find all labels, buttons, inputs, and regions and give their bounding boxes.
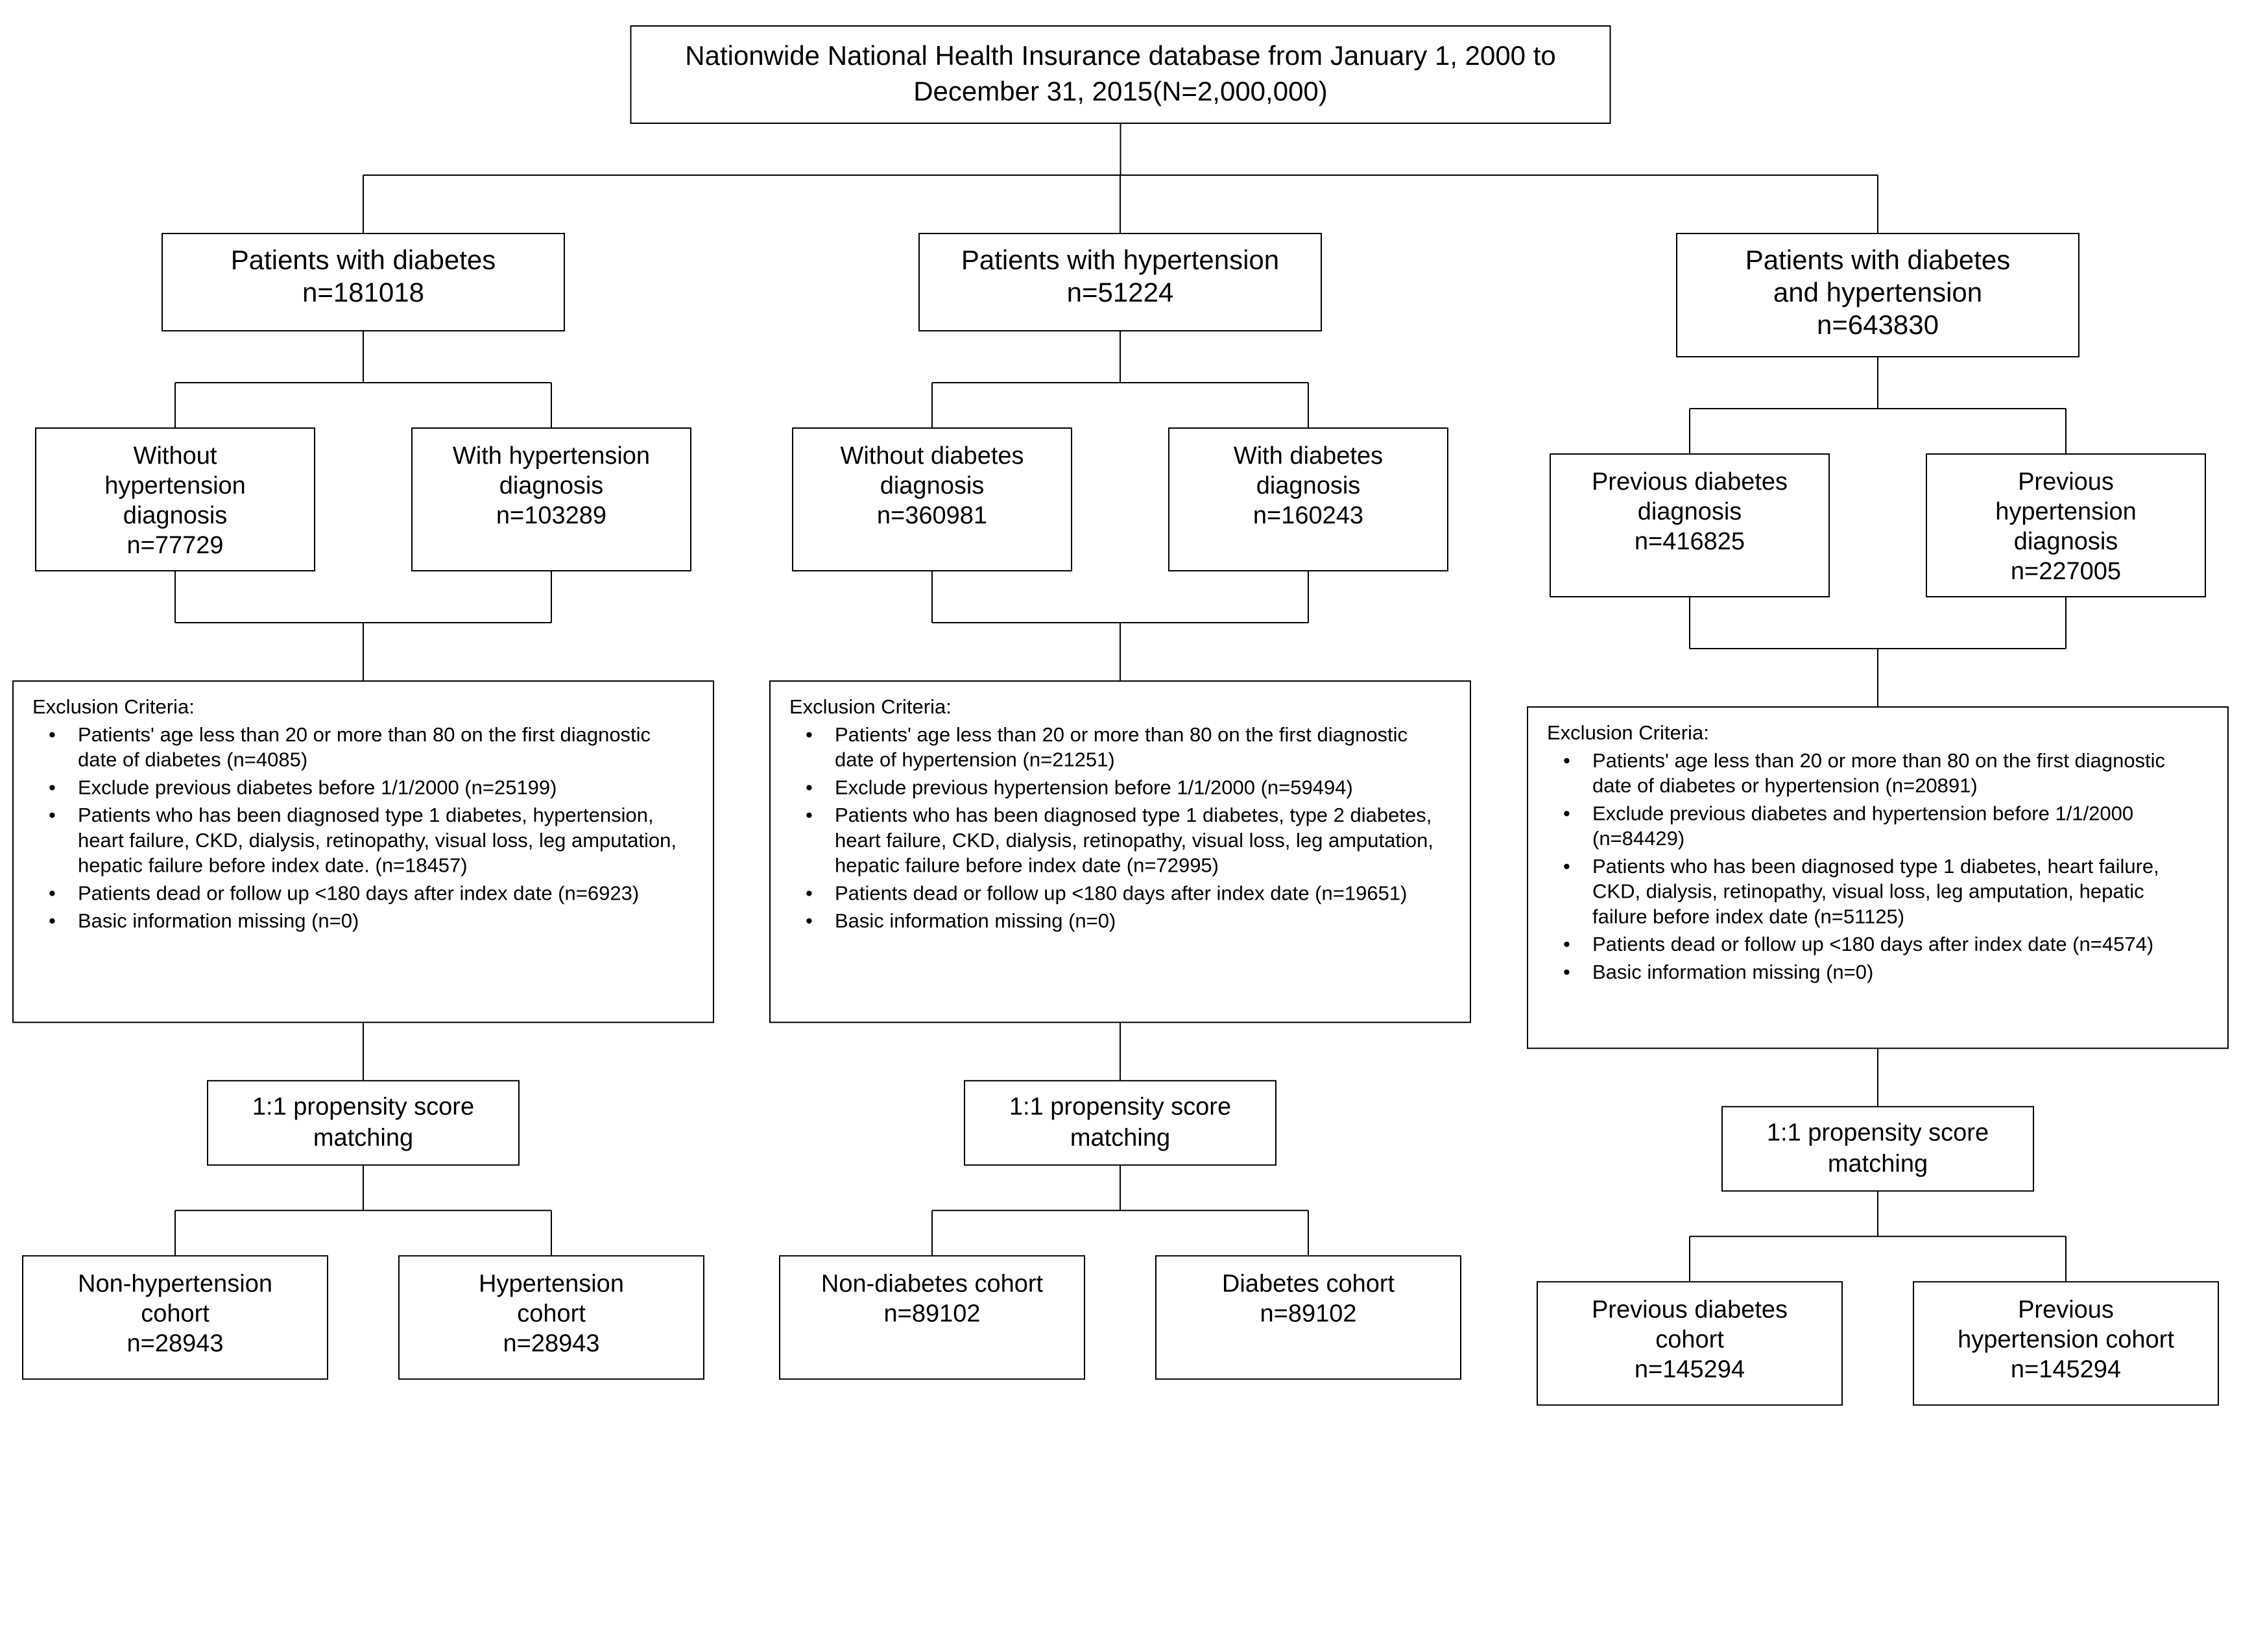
bullet: • bbox=[1563, 855, 1570, 878]
out-left-1-l1: Non-diabetes cohort bbox=[821, 1270, 1044, 1297]
bullet: • bbox=[49, 909, 56, 932]
psm-l1: 1:1 propensity score bbox=[1009, 1093, 1231, 1120]
exclusion-item-0-2: hepatic failure before index date. (n=18… bbox=[78, 854, 468, 877]
out-left-0-l2: cohort bbox=[141, 1300, 210, 1327]
branch-top-l3: n=643830 bbox=[1817, 309, 1939, 340]
exclusion-item-1-1: Exclude previous hypertension before 1/1… bbox=[835, 776, 1353, 798]
bullet: • bbox=[806, 881, 813, 904]
out-left-1-n: n=89102 bbox=[884, 1300, 981, 1327]
psm-l2: matching bbox=[1828, 1150, 1928, 1177]
branch-top-l1: Patients with diabetes bbox=[231, 245, 496, 275]
exclusion-item-2-2: Patients who has been diagnosed type 1 d… bbox=[1592, 855, 2159, 878]
bullet: • bbox=[49, 723, 56, 746]
exclusion-item-1-0: Patients' age less than 20 or more than … bbox=[835, 723, 1408, 746]
exclusion-item-1-2: hepatic failure before index date (n=729… bbox=[835, 854, 1219, 877]
exclusion-item-2-2: CKD, dialysis, retinopathy, visual loss,… bbox=[1592, 880, 2144, 903]
bullet: • bbox=[49, 776, 56, 798]
split-left-0-l1: Without bbox=[134, 442, 217, 470]
split-right-2-n: n=227005 bbox=[2011, 558, 2121, 585]
exclusion-item-0-0: date of diabetes (n=4085) bbox=[78, 748, 307, 771]
out-left-2-l2: cohort bbox=[1655, 1326, 1724, 1353]
exclusion-item-2-2: failure before index date (n=51125) bbox=[1592, 905, 1904, 928]
bullet: • bbox=[1563, 802, 1570, 824]
branch-top-l2: and hypertension bbox=[1773, 277, 1982, 307]
exclusion-item-0-2: Patients who has been diagnosed type 1 d… bbox=[78, 804, 654, 826]
bullet: • bbox=[1563, 749, 1570, 772]
exclusion-item-2-1: Exclude previous diabetes and hypertensi… bbox=[1592, 802, 2133, 824]
bullet: • bbox=[1563, 933, 1570, 955]
psm-l2: matching bbox=[313, 1124, 413, 1151]
split-left-1-l1: Without diabetes bbox=[840, 442, 1024, 470]
out-right-0-n: n=28943 bbox=[503, 1330, 600, 1357]
exclusion-item-1-0: date of hypertension (n=21251) bbox=[835, 748, 1115, 771]
out-right-2-l1: Previous bbox=[2018, 1296, 2114, 1323]
split-right-1-n: n=160243 bbox=[1253, 502, 1363, 529]
split-right-0-n: n=103289 bbox=[496, 502, 606, 529]
out-right-0-l2: cohort bbox=[517, 1300, 586, 1327]
exclusion-item-0-0: Patients' age less than 20 or more than … bbox=[78, 723, 651, 746]
exclusion-title: Exclusion Criteria: bbox=[1547, 721, 1709, 744]
branch-top-l1: Patients with diabetes bbox=[1745, 245, 2011, 275]
out-right-1-l1: Diabetes cohort bbox=[1222, 1270, 1395, 1297]
split-left-0-n: n=77729 bbox=[127, 532, 224, 559]
exclusion-item-2-0: Patients' age less than 20 or more than … bbox=[1592, 749, 2165, 772]
flowchart-svg: Nationwide National Health Insurance dat… bbox=[0, 0, 2241, 1652]
exclusion-item-2-4: Basic information missing (n=0) bbox=[1592, 961, 1873, 983]
bullet: • bbox=[806, 804, 813, 826]
split-left-1-l2: diagnosis bbox=[880, 472, 985, 499]
out-right-2-l2: hypertension cohort bbox=[1958, 1326, 2174, 1353]
bullet: • bbox=[49, 804, 56, 826]
out-left-2-n: n=145294 bbox=[1635, 1356, 1745, 1383]
exclusion-item-1-3: Patients dead or follow up <180 days aft… bbox=[835, 881, 1407, 904]
exclusion-title: Exclusion Criteria: bbox=[789, 695, 952, 718]
exclusion-item-1-2: Patients who has been diagnosed type 1 d… bbox=[835, 804, 1432, 826]
exclusion-item-2-3: Patients dead or follow up <180 days aft… bbox=[1592, 933, 2153, 955]
exclusion-item-1-4: Basic information missing (n=0) bbox=[835, 909, 1116, 932]
exclusion-item-0-1: Exclude previous diabetes before 1/1/200… bbox=[78, 776, 557, 798]
bullet: • bbox=[49, 881, 56, 904]
split-left-0-l3: diagnosis bbox=[123, 502, 228, 529]
split-right-0-l1: With hypertension bbox=[453, 442, 650, 470]
exclusion-item-2-0: date of diabetes or hypertension (n=2089… bbox=[1592, 774, 1978, 797]
bullet: • bbox=[1563, 961, 1570, 983]
root-line2: December 31, 2015(N=2,000,000) bbox=[913, 76, 1328, 106]
out-right-0-l1: Hypertension bbox=[479, 1270, 624, 1297]
split-left-1-n: n=360981 bbox=[877, 502, 987, 529]
branch-top-l2: n=181018 bbox=[302, 277, 424, 307]
split-right-1-l2: diagnosis bbox=[1256, 472, 1361, 499]
split-right-2-l2: hypertension bbox=[1995, 498, 2137, 525]
out-right-2-n: n=145294 bbox=[2011, 1356, 2121, 1383]
split-right-0-l2: diagnosis bbox=[499, 472, 604, 499]
out-left-0-n: n=28943 bbox=[127, 1330, 224, 1357]
split-left-2-n: n=416825 bbox=[1635, 528, 1745, 555]
split-left-0-l2: hypertension bbox=[104, 472, 246, 499]
out-left-0-l1: Non-hypertension bbox=[78, 1270, 272, 1297]
exclusion-title: Exclusion Criteria: bbox=[32, 695, 195, 718]
branch-top-l2: n=51224 bbox=[1067, 277, 1174, 307]
split-right-2-l1: Previous bbox=[2018, 468, 2114, 496]
split-left-2-l2: diagnosis bbox=[1638, 498, 1742, 525]
psm-l1: 1:1 propensity score bbox=[252, 1093, 474, 1120]
out-left-2-l1: Previous diabetes bbox=[1592, 1296, 1788, 1323]
branch-top-l1: Patients with hypertension bbox=[961, 245, 1279, 275]
out-right-1-n: n=89102 bbox=[1260, 1300, 1357, 1327]
split-right-2-l3: diagnosis bbox=[2014, 528, 2118, 555]
exclusion-item-0-4: Basic information missing (n=0) bbox=[78, 909, 359, 932]
exclusion-item-1-2: heart failure, CKD, dialysis, retinopath… bbox=[835, 829, 1433, 852]
psm-l1: 1:1 propensity score bbox=[1767, 1119, 1989, 1146]
bullet: • bbox=[806, 909, 813, 932]
split-right-1-l1: With diabetes bbox=[1234, 442, 1383, 470]
psm-l2: matching bbox=[1070, 1124, 1170, 1151]
exclusion-item-0-3: Patients dead or follow up <180 days aft… bbox=[78, 881, 639, 904]
exclusion-item-0-2: heart failure, CKD, dialysis, retinopath… bbox=[78, 829, 677, 852]
root-line1: Nationwide National Health Insurance dat… bbox=[685, 40, 1555, 71]
exclusion-item-2-1: (n=84429) bbox=[1592, 827, 1684, 850]
bullet: • bbox=[806, 776, 813, 798]
split-left-2-l1: Previous diabetes bbox=[1592, 468, 1788, 496]
bullet: • bbox=[806, 723, 813, 746]
